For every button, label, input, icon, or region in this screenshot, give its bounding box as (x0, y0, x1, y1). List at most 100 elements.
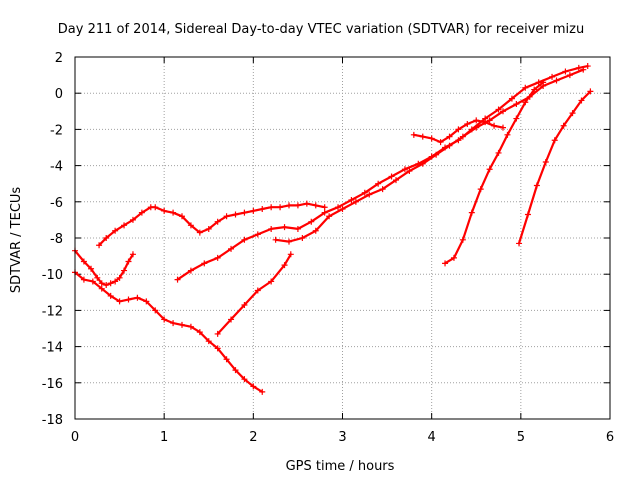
x-tick-label: 6 (606, 430, 614, 445)
y-tick-label: 0 (55, 87, 63, 102)
data-point (281, 224, 288, 231)
data-point (125, 296, 132, 303)
data-point (433, 151, 440, 158)
x-tick-label: 4 (428, 430, 436, 445)
y-tick-label: -4 (50, 160, 63, 175)
data-point (491, 122, 498, 129)
data-point (522, 99, 529, 106)
data-point (339, 206, 346, 213)
data-point (254, 231, 261, 238)
data-point (540, 79, 547, 86)
data-point (379, 186, 386, 193)
y-tick-label: -12 (42, 304, 63, 319)
data-point (277, 204, 284, 211)
data-point (116, 298, 123, 305)
data-point (500, 108, 506, 115)
grid (75, 57, 610, 419)
series-arc-c (96, 200, 328, 249)
data-point (459, 133, 466, 140)
y-tick-label: 2 (55, 51, 63, 66)
data-point (281, 262, 288, 269)
data-point (459, 236, 466, 243)
data-point (205, 338, 212, 345)
data-point (107, 292, 114, 299)
data-point (98, 280, 105, 287)
data-point (524, 211, 531, 218)
data-point (161, 316, 168, 323)
data-point (94, 274, 101, 281)
data-point (419, 160, 426, 167)
data-point (406, 168, 413, 175)
data-point (205, 225, 212, 232)
data-point (569, 110, 576, 117)
data-point (542, 158, 549, 165)
data-point (138, 209, 145, 216)
data-point (107, 280, 114, 287)
data-point (170, 209, 177, 216)
data-point (223, 213, 230, 220)
y-tick-label: -10 (42, 268, 63, 283)
data-point (299, 235, 306, 241)
data-point (250, 207, 257, 214)
data-point (134, 294, 141, 301)
y-axis-label: SDTVAR / TECUs (9, 187, 24, 294)
data-point (287, 251, 294, 258)
x-axis-label: GPS time / hours (286, 459, 395, 474)
data-point (268, 278, 275, 285)
data-point (482, 119, 489, 126)
data-point (388, 173, 395, 180)
data-point (551, 137, 558, 144)
series-arc-b (72, 269, 266, 395)
x-tick-label: 2 (249, 430, 257, 445)
data-point (326, 213, 333, 220)
y-tick-label: -8 (50, 232, 63, 247)
data-point (504, 131, 511, 138)
data-point (566, 72, 573, 79)
data-point (464, 120, 471, 127)
data-point (393, 177, 399, 184)
data-point (584, 63, 591, 70)
data-point (508, 95, 515, 102)
data-point (223, 356, 230, 363)
data-point (575, 64, 582, 71)
data-point (179, 213, 185, 220)
data-point (442, 260, 449, 267)
data-point (268, 204, 275, 211)
data-point (446, 142, 453, 149)
data-point (473, 117, 480, 124)
data-point (580, 66, 587, 73)
data-point (228, 245, 235, 252)
data-point (196, 229, 203, 236)
data-point (516, 240, 523, 247)
data-point (125, 258, 132, 265)
series-arc-h (442, 79, 547, 267)
axis-ticks: 0 1 2 3 4 5 6 2 0 -2 -4 -6 -8 -10 -12 -14 -16 -18 (42, 51, 614, 445)
data-point (259, 388, 266, 395)
data-point (214, 218, 221, 225)
data-point (161, 207, 168, 214)
data-point (437, 139, 444, 146)
data-point (549, 73, 556, 80)
data-point (254, 287, 261, 294)
series-arc-e (214, 251, 294, 337)
data-point (228, 316, 235, 323)
data-point (241, 236, 248, 243)
data-point (201, 260, 208, 267)
data-point (121, 267, 128, 274)
data-point (495, 149, 502, 156)
data-point (129, 251, 136, 258)
data-point (112, 227, 119, 234)
data-point (450, 254, 457, 261)
data-point (129, 216, 136, 223)
data-point (232, 367, 239, 374)
data-point (477, 186, 484, 193)
data-point (143, 298, 150, 305)
data-point (80, 258, 87, 265)
data-point (241, 376, 248, 383)
data-point (241, 301, 248, 308)
chart-title: Day 211 of 2014, Sidereal Day-to-day VTE… (58, 22, 584, 37)
data-point (294, 225, 301, 232)
plot-frame (74, 56, 611, 420)
data-point (98, 285, 105, 292)
